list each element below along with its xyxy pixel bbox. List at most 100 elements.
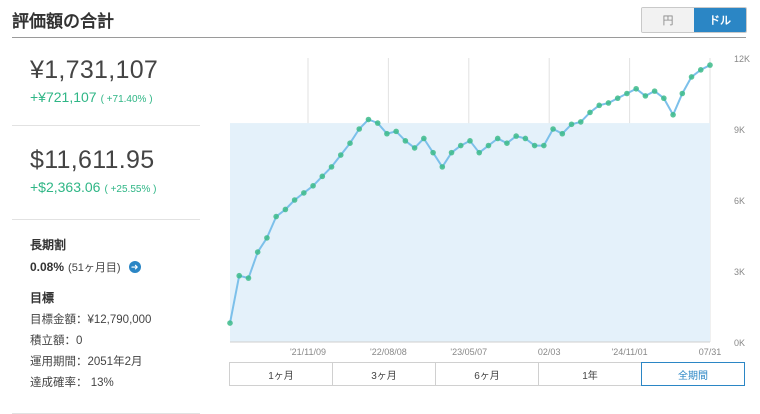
- usd-gain-percent: ( +25.55% ): [104, 184, 157, 195]
- valuation-chart: 0K 3K 6K 9K 12K '21/11/09 '22/08/08 '23/05/07 02…: [212, 50, 760, 360]
- yen-gain: +¥721,107( +71.40% ): [30, 89, 200, 105]
- usd-gain: +$2,363.06( +25.55% ): [30, 179, 200, 195]
- data-point: [522, 135, 529, 142]
- period-6m-button[interactable]: 6ヶ月: [436, 363, 539, 385]
- data-point: [651, 88, 658, 94]
- data-point: [504, 140, 510, 146]
- data-point: [596, 102, 603, 109]
- data-point: [301, 190, 307, 196]
- goal-label: 運用期間: [30, 356, 76, 368]
- data-point: [227, 320, 233, 326]
- data-point: [365, 116, 372, 123]
- x-tick-label: '22/08/08: [370, 347, 407, 357]
- data-point: [707, 62, 713, 68]
- data-point: [494, 135, 501, 142]
- long-term-rate: 0.08%: [30, 260, 65, 274]
- data-point: [393, 128, 399, 135]
- data-point: [670, 112, 676, 118]
- data-point: [421, 135, 427, 142]
- usd-summary: $11,611.95 +$2,363.06( +25.55% ): [12, 126, 200, 220]
- period-1y-button[interactable]: 1年: [539, 363, 642, 385]
- y-tick-label: 12K: [734, 54, 750, 64]
- long-term-title: 長期割: [30, 238, 67, 252]
- x-tick-label: 07/31: [699, 347, 722, 357]
- data-point: [577, 119, 584, 125]
- data-point: [356, 126, 363, 132]
- data-point: [513, 133, 519, 139]
- currency-yen-button[interactable]: 円: [642, 8, 694, 32]
- goal-title: 目標: [30, 291, 55, 305]
- goal-value: ¥12,790,000: [87, 314, 152, 326]
- data-point: [679, 90, 686, 97]
- period-3m-button[interactable]: 3ヶ月: [333, 363, 436, 385]
- data-point: [605, 100, 612, 106]
- invested-area: [230, 123, 710, 342]
- long-term-row: 0.08% (51ヶ月目) ➜: [30, 259, 200, 275]
- header-divider: [12, 37, 746, 38]
- data-point: [550, 126, 556, 132]
- data-point: [531, 142, 538, 149]
- y-tick-label: 0K: [734, 338, 745, 348]
- arrow-right-icon[interactable]: ➜: [128, 261, 141, 273]
- data-point: [374, 120, 381, 126]
- details-section: 長期割 0.08% (51ヶ月目) ➜ 目標 目標金額：¥12,790,000 …: [12, 220, 200, 414]
- data-point: [402, 138, 409, 144]
- data-point: [291, 197, 298, 203]
- data-point: [273, 213, 279, 220]
- data-point: [411, 145, 418, 151]
- data-point: [448, 149, 455, 156]
- goal-value: 0: [76, 335, 83, 347]
- chart-svg: 0K 3K 6K 9K 12K '21/11/09 '22/08/08 '23/05/07 02…: [227, 54, 750, 357]
- data-point: [236, 272, 243, 279]
- yen-gain-amount: +¥721,107: [30, 89, 97, 105]
- usd-total-value: $11,611.95: [30, 146, 155, 174]
- data-point: [457, 142, 464, 149]
- data-point: [688, 74, 695, 80]
- data-point: [245, 275, 252, 281]
- yen-gain-percent: ( +71.40% ): [100, 94, 153, 105]
- currency-toggle[interactable]: 円 ドル: [641, 7, 747, 33]
- data-point: [633, 85, 639, 92]
- goal-row: 達成確率： 13%: [30, 377, 114, 389]
- data-point: [337, 152, 344, 158]
- x-tick-label: '24/11/01: [612, 347, 648, 357]
- goal-label: 達成確率: [30, 377, 76, 389]
- x-tick-label: '23/05/07: [450, 347, 487, 357]
- data-point: [264, 235, 270, 241]
- goal-row: 目標金額：¥12,790,000: [30, 314, 152, 326]
- period-1m-button[interactable]: 1ヶ月: [230, 363, 333, 385]
- data-point: [568, 121, 575, 128]
- data-point: [310, 183, 316, 189]
- goal-label: 積立額: [30, 335, 65, 347]
- y-tick-label: 3K: [734, 267, 745, 277]
- data-point: [254, 249, 261, 255]
- period-selector[interactable]: 1ヶ月 3ヶ月 6ヶ月 1年 全期間: [229, 362, 745, 386]
- goal-row: 積立額：0: [30, 335, 83, 347]
- data-point: [697, 67, 704, 73]
- usd-gain-amount: +$2,363.06: [30, 179, 101, 195]
- data-point: [485, 142, 492, 149]
- data-point: [476, 149, 483, 156]
- y-tick-label: 9K: [734, 125, 745, 135]
- currency-usd-button[interactable]: ドル: [694, 8, 746, 32]
- x-tick-label: '21/11/09: [290, 347, 326, 357]
- yen-summary: ¥1,731,107 +¥721,107( +71.40% ): [12, 38, 200, 126]
- goal-value: 13%: [87, 377, 114, 389]
- data-point: [587, 109, 593, 116]
- data-point: [467, 138, 473, 144]
- goal-value: 2051年2月: [87, 356, 143, 368]
- x-tick-label: 02/03: [538, 347, 561, 357]
- data-point: [642, 93, 649, 99]
- page-title: 評価額の合計: [12, 12, 114, 31]
- header: 評価額の合計 円 ドル: [0, 0, 760, 38]
- yen-total-value: ¥1,731,107: [30, 56, 159, 84]
- data-point: [282, 206, 289, 213]
- data-point: [661, 95, 667, 102]
- data-point: [384, 130, 390, 137]
- summary-panel: ¥1,731,107 +¥721,107( +71.40% ) $11,611.…: [12, 38, 200, 414]
- data-point: [347, 140, 353, 146]
- goal-row: 運用期間：2051年2月: [30, 356, 143, 368]
- data-point: [614, 95, 621, 102]
- period-all-button[interactable]: 全期間: [641, 362, 745, 386]
- data-point: [430, 149, 436, 156]
